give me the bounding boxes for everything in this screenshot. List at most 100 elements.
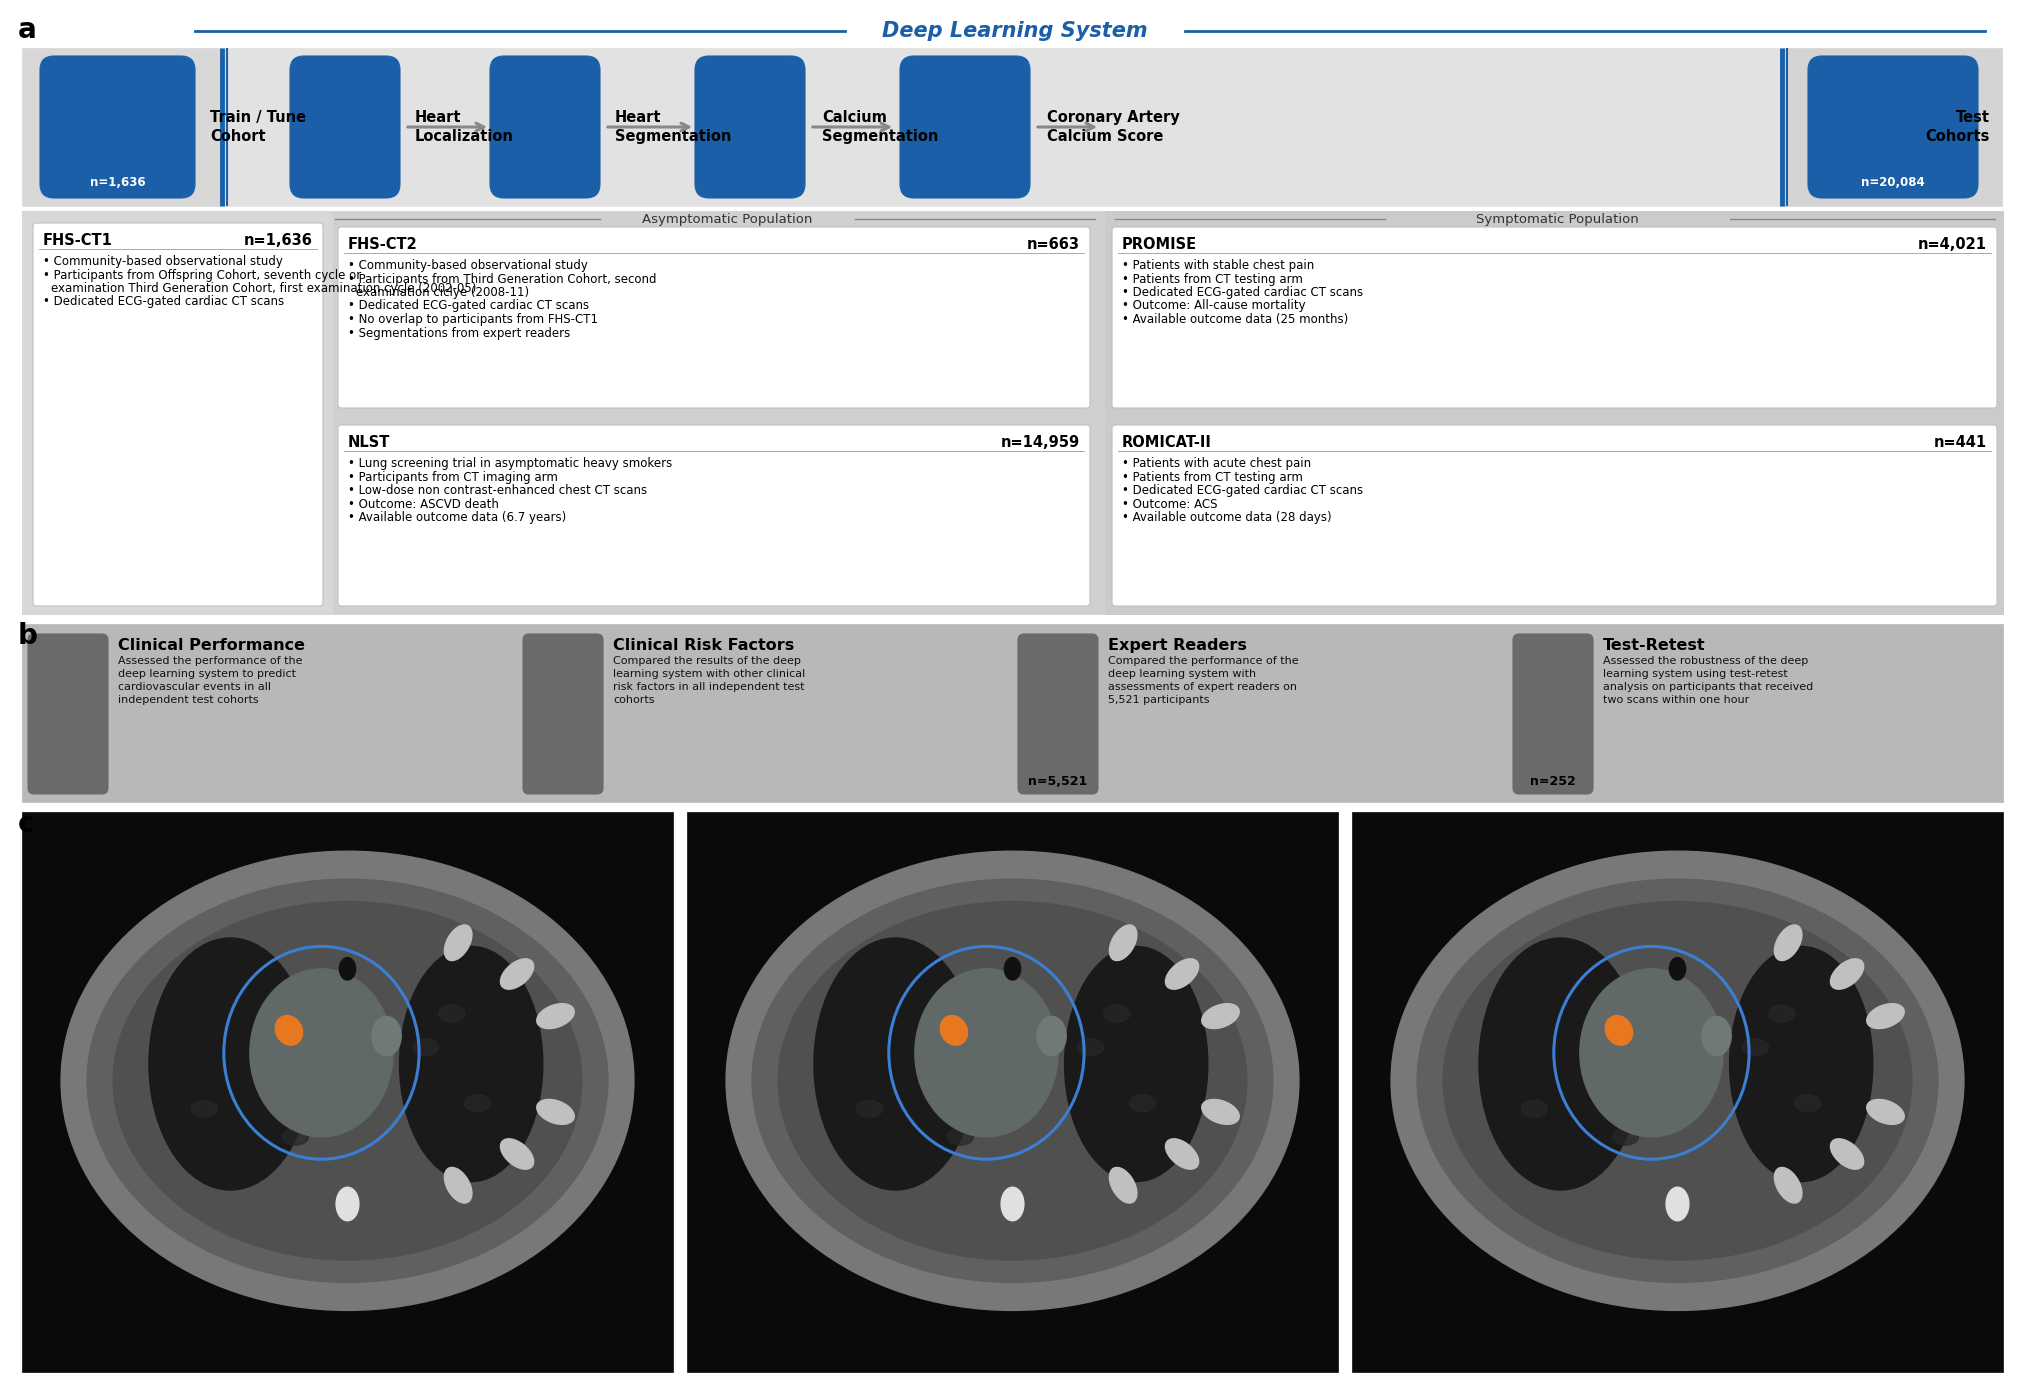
FancyBboxPatch shape: [290, 55, 401, 198]
FancyBboxPatch shape: [1112, 425, 1997, 606]
Ellipse shape: [1744, 1039, 1768, 1056]
Bar: [223, 48, 1782, 206]
Bar: [22, 48, 223, 206]
FancyBboxPatch shape: [338, 425, 1089, 606]
Ellipse shape: [940, 1016, 968, 1045]
Ellipse shape: [336, 1187, 358, 1221]
Ellipse shape: [1110, 925, 1136, 960]
Ellipse shape: [727, 851, 1298, 1311]
Bar: [686, 812, 1339, 1372]
Text: • Available outcome data (25 months): • Available outcome data (25 months): [1122, 313, 1349, 327]
FancyBboxPatch shape: [338, 227, 1089, 408]
Text: Train / Tune
Cohort: Train / Tune Cohort: [211, 109, 306, 144]
Text: • Patients with acute chest pain: • Patients with acute chest pain: [1122, 457, 1310, 471]
FancyBboxPatch shape: [899, 55, 1031, 198]
FancyBboxPatch shape: [1808, 55, 1978, 198]
Ellipse shape: [1478, 938, 1642, 1190]
Bar: [1353, 812, 2003, 1372]
Text: • Low-dose non contrast-enhanced chest CT scans: • Low-dose non contrast-enhanced chest C…: [348, 484, 648, 497]
Ellipse shape: [87, 879, 608, 1283]
Text: • Patients from CT testing arm: • Patients from CT testing arm: [1122, 273, 1302, 285]
Text: Coronary Artery
Calcium Score: Coronary Artery Calcium Score: [1047, 109, 1181, 144]
Text: • Outcome: ACS: • Outcome: ACS: [1122, 497, 1217, 511]
Text: NLST: NLST: [348, 435, 391, 450]
Ellipse shape: [1867, 1003, 1904, 1028]
Text: • Dedicated ECG-gated cardiac CT scans: • Dedicated ECG-gated cardiac CT scans: [43, 296, 284, 309]
Text: • Lung screening trial in asymptomatic heavy smokers: • Lung screening trial in asymptomatic h…: [348, 457, 672, 471]
Ellipse shape: [1521, 1100, 1547, 1117]
Text: • Participants from Third Generation Cohort, second: • Participants from Third Generation Coh…: [348, 273, 656, 285]
Text: Deep Learning System: Deep Learning System: [883, 21, 1148, 42]
Text: Compared the results of the deep
learning system with other clinical
risk factor: Compared the results of the deep learnin…: [614, 656, 806, 704]
Ellipse shape: [1004, 958, 1021, 980]
Ellipse shape: [1701, 1016, 1731, 1056]
Bar: [1782, 48, 2003, 206]
Ellipse shape: [1418, 879, 1938, 1283]
Ellipse shape: [778, 901, 1247, 1259]
Ellipse shape: [948, 1128, 974, 1145]
Text: • Dedicated ECG-gated cardiac CT scans: • Dedicated ECG-gated cardiac CT scans: [1122, 286, 1363, 299]
FancyBboxPatch shape: [695, 55, 806, 198]
Text: Heart
Segmentation: Heart Segmentation: [616, 109, 731, 144]
Text: • Patients from CT testing arm: • Patients from CT testing arm: [1122, 471, 1302, 483]
Ellipse shape: [1831, 959, 1863, 990]
Ellipse shape: [1444, 901, 1912, 1259]
Ellipse shape: [443, 925, 472, 960]
Text: FHS-CT1: FHS-CT1: [43, 233, 113, 248]
Text: examination ciclye (2008-11): examination ciclye (2008-11): [356, 286, 529, 299]
Text: • Outcome: ASCVD death: • Outcome: ASCVD death: [348, 497, 498, 511]
Text: FHS-CT2: FHS-CT2: [348, 237, 417, 252]
Bar: [22, 210, 332, 614]
Text: n=1,636: n=1,636: [245, 233, 314, 248]
Ellipse shape: [1586, 1027, 1612, 1045]
Ellipse shape: [1831, 1139, 1863, 1169]
Text: n=252: n=252: [1531, 775, 1575, 787]
Ellipse shape: [1077, 1039, 1104, 1056]
Text: c: c: [18, 810, 34, 837]
Text: n=663: n=663: [1027, 237, 1079, 252]
Ellipse shape: [399, 947, 543, 1182]
Text: • Segmentations from expert readers: • Segmentations from expert readers: [348, 327, 571, 339]
Text: • Dedicated ECG-gated cardiac CT scans: • Dedicated ECG-gated cardiac CT scans: [1122, 484, 1363, 497]
Ellipse shape: [257, 1027, 281, 1045]
Ellipse shape: [1774, 1168, 1802, 1203]
Ellipse shape: [464, 1095, 490, 1111]
FancyBboxPatch shape: [32, 223, 324, 606]
Text: Compared the performance of the
deep learning system with
assessments of expert : Compared the performance of the deep lea…: [1108, 656, 1298, 704]
Ellipse shape: [1774, 925, 1802, 960]
Ellipse shape: [500, 959, 535, 990]
FancyBboxPatch shape: [28, 634, 107, 794]
Text: • Participants from Offspring Cohort, seventh cycle or: • Participants from Offspring Cohort, se…: [43, 268, 360, 281]
Ellipse shape: [1667, 1187, 1689, 1221]
Bar: [22, 210, 2003, 614]
Text: n=441: n=441: [1934, 435, 1987, 450]
Ellipse shape: [1606, 1016, 1632, 1045]
Ellipse shape: [1104, 1005, 1130, 1021]
Ellipse shape: [61, 851, 634, 1311]
Text: • Available outcome data (28 days): • Available outcome data (28 days): [1122, 511, 1332, 525]
Ellipse shape: [439, 1005, 464, 1021]
FancyBboxPatch shape: [1019, 634, 1098, 794]
Text: • Community-based observational study: • Community-based observational study: [43, 255, 284, 268]
Ellipse shape: [1768, 1005, 1794, 1021]
Text: • Participants from CT imaging arm: • Participants from CT imaging arm: [348, 471, 557, 483]
Ellipse shape: [537, 1099, 575, 1124]
Ellipse shape: [1669, 958, 1685, 980]
Ellipse shape: [1391, 851, 1964, 1311]
FancyBboxPatch shape: [522, 634, 603, 794]
Ellipse shape: [814, 938, 976, 1190]
Text: • Dedicated ECG-gated cardiac CT scans: • Dedicated ECG-gated cardiac CT scans: [348, 299, 589, 313]
Ellipse shape: [249, 969, 393, 1136]
Text: n=5,521: n=5,521: [1029, 775, 1087, 787]
Text: n=1,636: n=1,636: [89, 176, 146, 190]
Text: n=14,959: n=14,959: [1000, 435, 1079, 450]
Ellipse shape: [1166, 1139, 1199, 1169]
FancyBboxPatch shape: [40, 55, 194, 198]
Ellipse shape: [150, 938, 312, 1190]
Ellipse shape: [921, 1027, 948, 1045]
Ellipse shape: [500, 1139, 535, 1169]
Bar: [22, 812, 672, 1372]
Ellipse shape: [1201, 1099, 1239, 1124]
Ellipse shape: [281, 1128, 308, 1145]
Text: Symptomatic Population: Symptomatic Population: [1476, 213, 1638, 226]
